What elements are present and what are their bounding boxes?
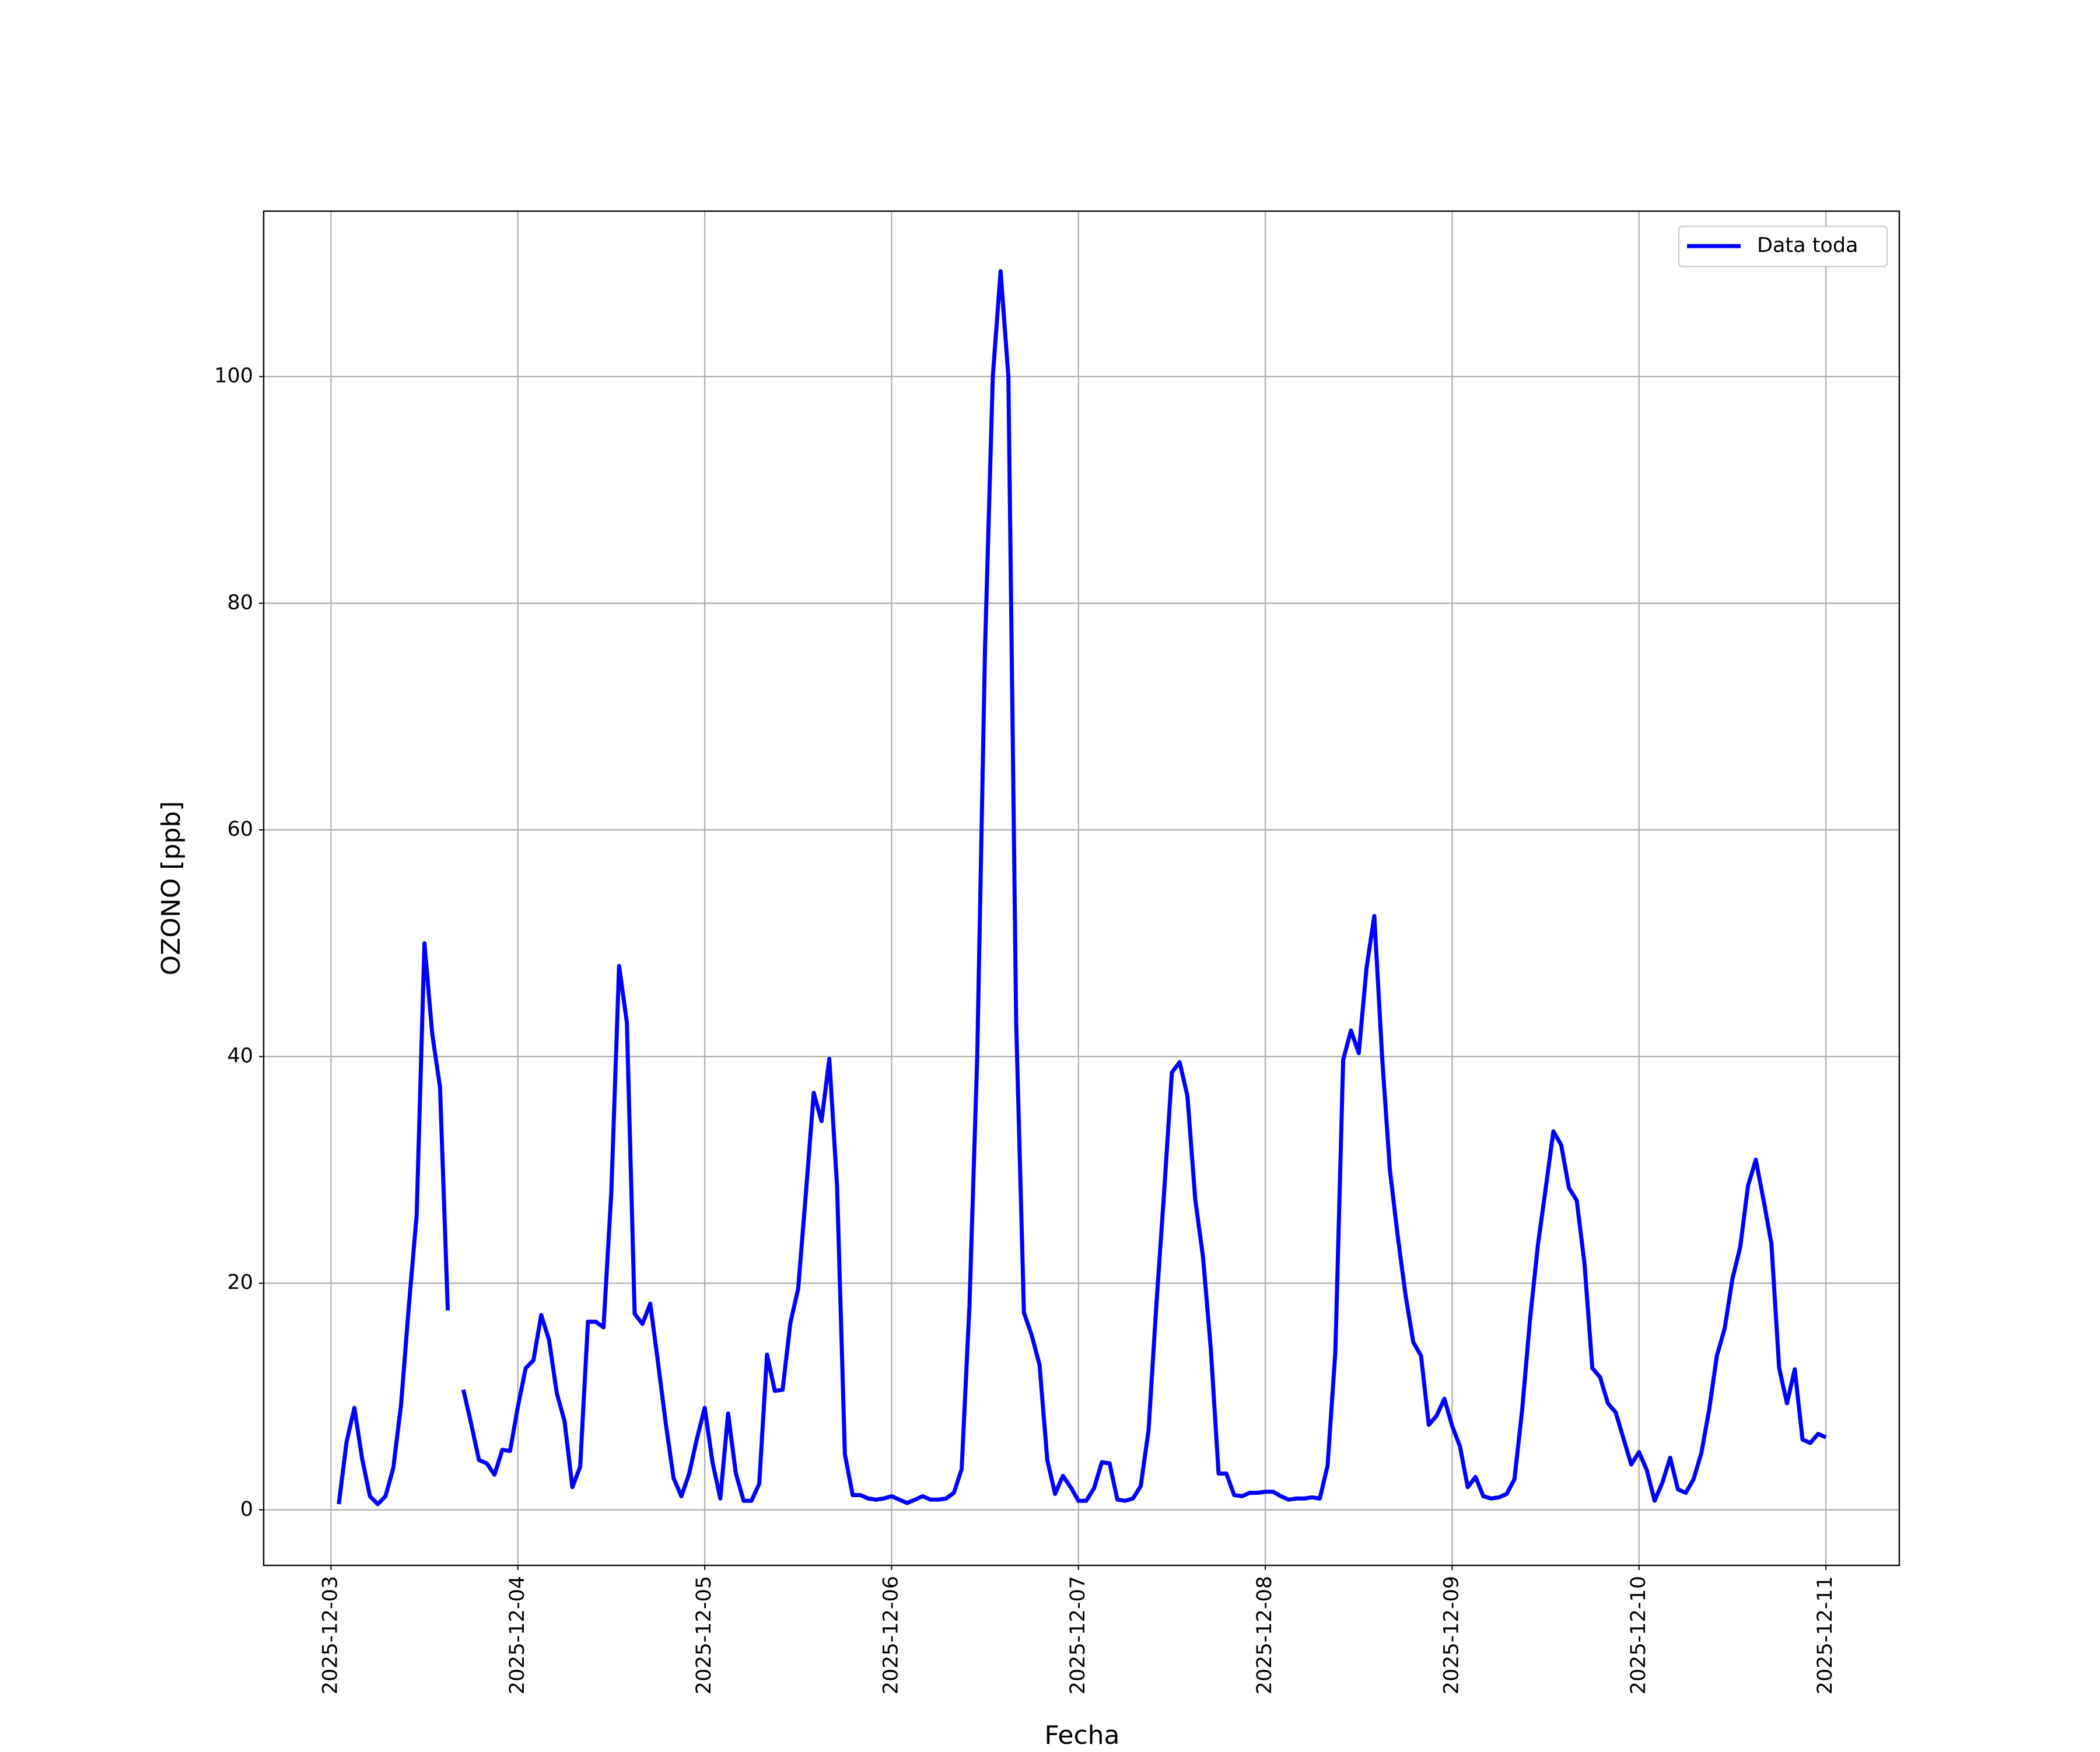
- x-tick-label: 2025-12-03: [318, 1576, 342, 1694]
- x-tick-label: 2025-12-04: [506, 1576, 529, 1694]
- y-axis-label: OZONO [ppb]: [156, 801, 186, 975]
- y-tick-label: 40: [227, 1045, 253, 1068]
- y-tick-label: 100: [214, 365, 253, 388]
- x-tick-label: 2025-12-09: [1440, 1576, 1463, 1694]
- x-tick-label: 2025-12-11: [1814, 1576, 1837, 1694]
- y-tick-label: 60: [227, 818, 253, 841]
- plot-frame: [262, 210, 1901, 1567]
- y-tick-label: 80: [227, 591, 253, 614]
- x-tick-label: 2025-12-07: [1066, 1576, 1090, 1694]
- data-line: [337, 269, 1827, 1506]
- x-axis-label: Fecha: [1044, 1721, 1119, 1750]
- x-tick-label: 2025-12-10: [1627, 1576, 1650, 1694]
- x-tick-label: 2025-12-06: [879, 1576, 902, 1694]
- legend-box: [1678, 225, 1888, 268]
- x-tick-label: 2025-12-05: [692, 1576, 716, 1694]
- x-tick-label: 2025-12-08: [1253, 1576, 1276, 1694]
- y-tick-label: 0: [240, 1498, 253, 1521]
- y-tick-label: 20: [227, 1271, 253, 1294]
- legend-label: Data toda: [1757, 234, 1859, 257]
